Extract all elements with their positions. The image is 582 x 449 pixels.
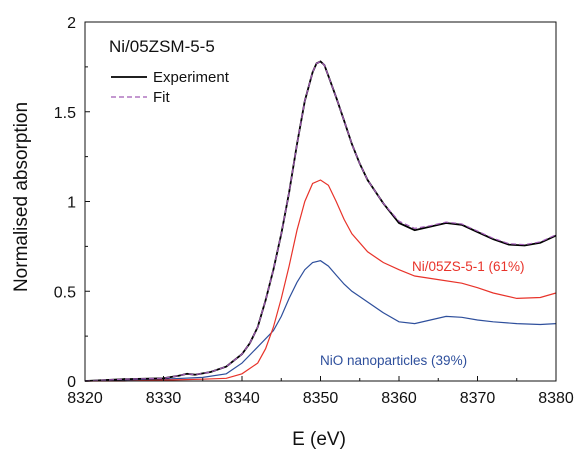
x-tick-label: 8380 xyxy=(538,390,574,407)
y-tick-label: 1.5 xyxy=(54,105,76,122)
y-tick-label: 1 xyxy=(67,195,76,212)
series-line-ni05zs xyxy=(85,179,557,382)
annotation-ni05zs: Ni/05ZS-5-1 (61%) xyxy=(412,259,525,274)
x-tick-label: 8320 xyxy=(67,390,103,407)
y-tick-label: 2 xyxy=(67,15,76,32)
chart-title: Ni/05ZSM-5-5 xyxy=(109,37,215,56)
x-tick-label: 8370 xyxy=(460,390,496,407)
series-line-fit xyxy=(84,60,557,382)
legend-label-experiment: Experiment xyxy=(153,69,230,86)
legend: Experiment Fit xyxy=(111,69,230,106)
series-line-experiment xyxy=(84,60,557,382)
x-tick-label: 8330 xyxy=(146,390,182,407)
y-tick-label: 0.5 xyxy=(54,284,76,301)
tick-layer: 8320 8330 8340 8350 8360 8370 8380 0 0.5 1 1.5 2 xyxy=(54,15,574,407)
x-tick-label: 8360 xyxy=(381,390,417,407)
y-tick-label: 0 xyxy=(67,374,76,391)
series-layer xyxy=(84,60,557,382)
annotation-layer: Ni/05ZS-5-1 (61%) NiO nanoparticles (39%) xyxy=(320,259,525,368)
x-tick-label: 8340 xyxy=(224,390,260,407)
y-axis-title: Normalised absorption xyxy=(11,102,32,292)
x-axis-title: E (eV) xyxy=(292,429,346,449)
legend-label-fit: Fit xyxy=(153,89,170,106)
x-tick-label: 8350 xyxy=(303,390,339,407)
annotation-nio: NiO nanoparticles (39%) xyxy=(320,353,467,368)
series-line-nio xyxy=(84,260,557,382)
